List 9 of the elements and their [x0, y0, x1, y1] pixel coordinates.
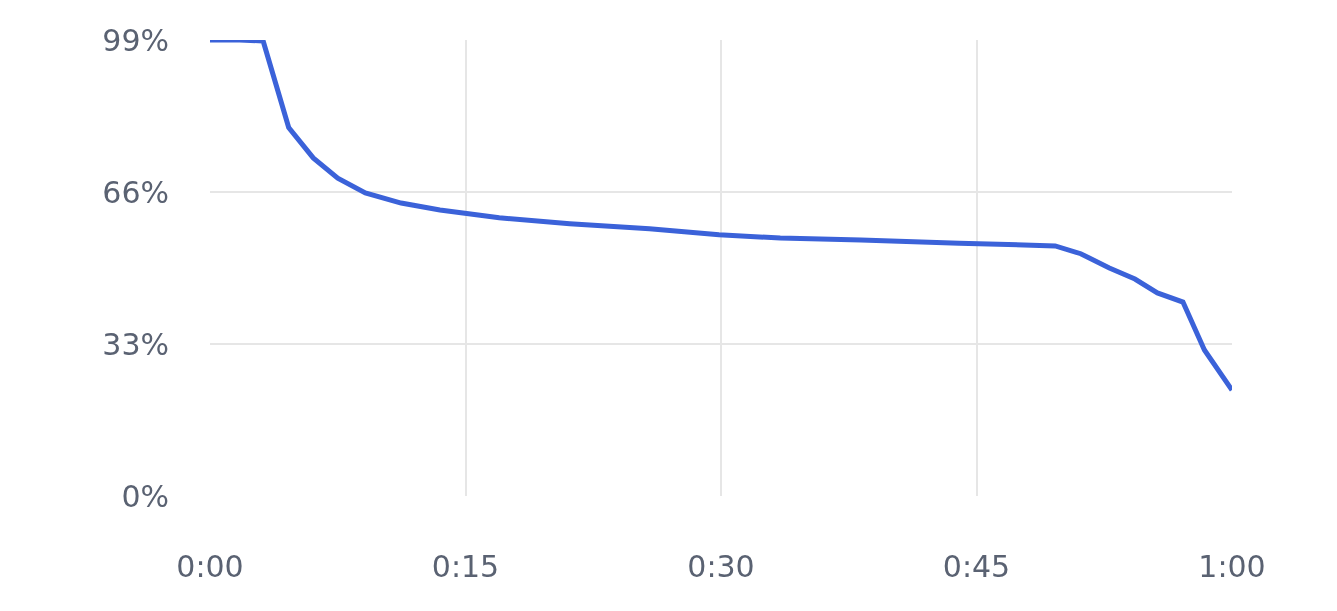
x-tick-label: 1:00 [1198, 549, 1266, 584]
y-tick-label: 33% [102, 326, 169, 362]
x-tick-label: 0:15 [431, 549, 500, 584]
x-tick-label: 0:00 [176, 549, 244, 584]
y-tick-label: 0% [121, 478, 169, 514]
y-tick-label: 66% [102, 174, 169, 210]
x-tick-label: 0:30 [687, 549, 755, 584]
y-tick-label: 99% [102, 22, 169, 58]
x-tick-label: 0:45 [942, 549, 1011, 584]
